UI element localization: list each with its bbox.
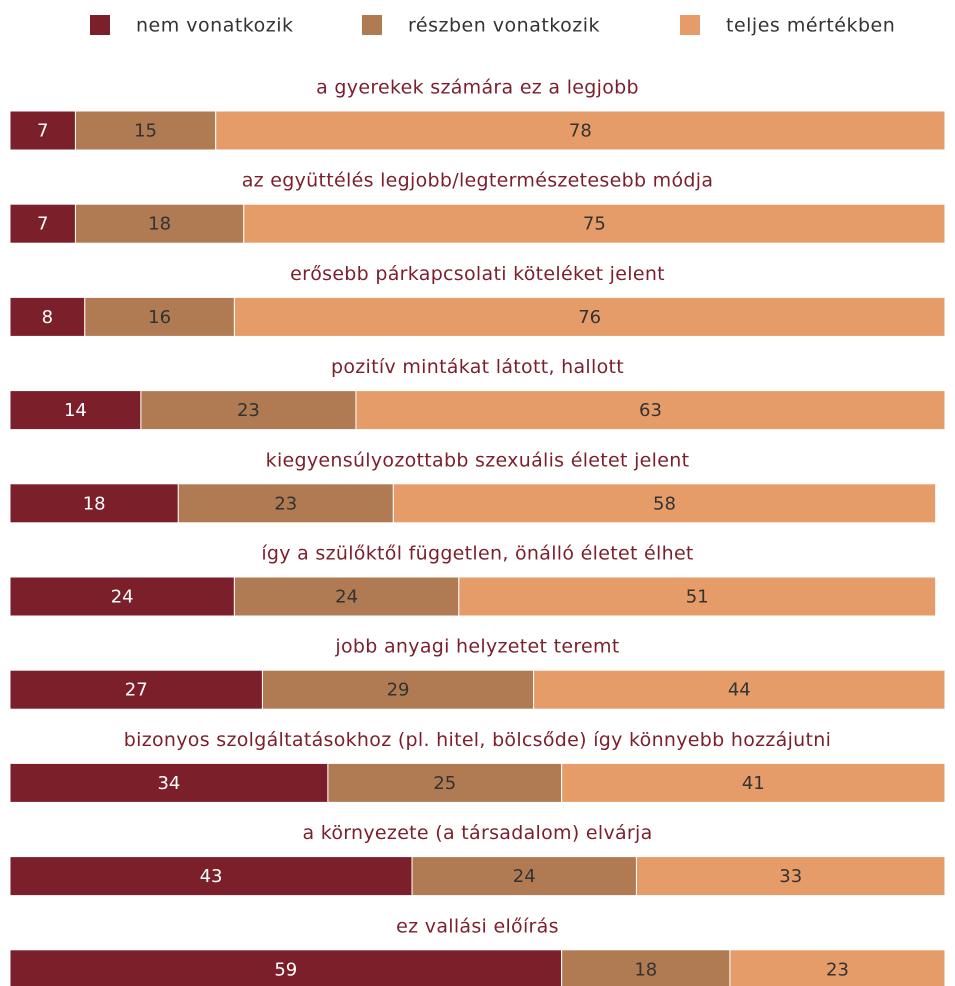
value-label: 27 (125, 680, 148, 701)
value-label: 51 (686, 587, 709, 608)
value-label: 29 (387, 680, 410, 701)
bar-segment (215, 110, 946, 151)
value-label: 25 (433, 773, 456, 794)
bar-segment (84, 296, 235, 337)
bar-segment (9, 856, 413, 897)
value-label: 23 (237, 400, 260, 421)
bar-segment (635, 856, 946, 897)
value-label: 16 (148, 307, 171, 328)
bar-segment (9, 762, 329, 803)
category-label: kiegyensúlyozottabb szexuális életet jel… (266, 449, 690, 471)
bar-segment (74, 203, 245, 244)
bar-segment (177, 483, 394, 524)
category-label: erősebb párkapcsolati köteléket jelent (290, 263, 665, 285)
bar-segment (9, 110, 76, 151)
bar-segment (729, 949, 946, 986)
bar-segment (233, 296, 946, 337)
bar-segment (243, 203, 946, 244)
value-label: 63 (639, 400, 662, 421)
bar-segment (9, 949, 563, 986)
value-label: 24 (111, 587, 134, 608)
value-label: 78 (569, 121, 592, 142)
value-label: 7 (37, 121, 48, 142)
value-label: 33 (779, 866, 802, 887)
category-label: jobb anyagi helyzetet teremt (334, 636, 619, 658)
value-label: 15 (134, 121, 157, 142)
bar-segment (327, 762, 563, 803)
value-label: 18 (148, 214, 171, 235)
category-label: az együttélés legjobb/legtermészetesebb … (242, 170, 714, 192)
value-label: 24 (335, 587, 358, 608)
value-label: 23 (274, 493, 297, 514)
value-label: 43 (200, 866, 223, 887)
value-label: 14 (64, 400, 87, 421)
value-label: 18 (83, 493, 106, 514)
value-label: 58 (653, 493, 676, 514)
bar-segment (533, 669, 946, 710)
legend-swatch (362, 15, 382, 35)
bar-segment (355, 390, 946, 431)
bar-segment (9, 296, 86, 337)
value-label: 76 (578, 307, 601, 328)
legend-swatch (90, 15, 110, 35)
value-label: 34 (157, 773, 180, 794)
bar-segment (9, 669, 263, 710)
legend-label: teljes mértékben (726, 15, 895, 37)
value-label: 18 (634, 959, 657, 980)
legend-label: nem vonatkozik (136, 15, 294, 37)
value-label: 8 (42, 307, 53, 328)
category-label: így a szülőktől független, önálló életet… (261, 543, 693, 565)
bar-segment (74, 110, 217, 151)
value-label: 23 (826, 959, 849, 980)
bar-segment (9, 576, 235, 617)
bar-segment (9, 390, 142, 431)
bar-segment (561, 762, 946, 803)
bar-segment (261, 669, 535, 710)
value-label: 44 (728, 680, 751, 701)
value-label: 24 (513, 866, 536, 887)
legend-label: részben vonatkozik (408, 15, 600, 37)
category-label: a gyerekek számára ez a legjobb (316, 77, 639, 99)
bar-segment (392, 483, 937, 524)
value-label: 41 (742, 773, 765, 794)
bar-segment (561, 949, 731, 986)
bar-segment (233, 576, 460, 617)
bar-segment (458, 576, 937, 617)
value-label: 75 (583, 214, 606, 235)
bar-segment (9, 483, 179, 524)
category-label: bizonyos szolgáltatásokhoz (pl. hitel, b… (124, 729, 831, 751)
category-label: pozitív mintákat látott, hallott (331, 356, 624, 378)
value-label: 7 (37, 214, 48, 235)
value-label: 59 (274, 959, 297, 980)
legend-swatch (680, 15, 700, 35)
category-label: a környezete (a társadalom) elvárja (302, 822, 652, 844)
category-label: ez vallási előírás (396, 915, 559, 937)
